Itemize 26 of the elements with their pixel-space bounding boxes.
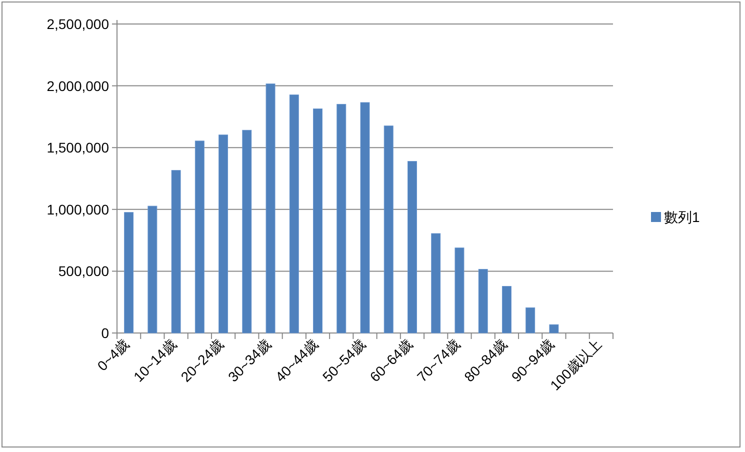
bar	[360, 102, 370, 334]
y-tick-label: 1,000,000	[46, 201, 110, 218]
legend-label: 數列1	[664, 209, 700, 225]
bar	[242, 130, 252, 334]
bar	[526, 307, 536, 334]
bar	[431, 233, 441, 334]
bar	[289, 94, 299, 334]
bar	[171, 170, 181, 334]
y-tick-label: 1,500,000	[46, 140, 110, 156]
bar	[336, 104, 346, 334]
bar	[313, 108, 322, 334]
bar	[408, 161, 417, 334]
y-tick-label: 0	[101, 325, 110, 341]
bar	[384, 126, 394, 334]
bar	[124, 212, 134, 334]
bar	[549, 324, 559, 334]
bar	[218, 134, 228, 334]
y-tick-label: 2,500,000	[46, 16, 110, 32]
y-tick-label: 2,000,000	[46, 78, 110, 94]
bar	[194, 140, 204, 334]
y-tick-label: 500,000	[58, 263, 110, 280]
bar	[502, 286, 512, 334]
bar	[266, 84, 276, 334]
bar	[148, 206, 158, 334]
bar	[454, 248, 464, 334]
bar	[478, 268, 488, 334]
